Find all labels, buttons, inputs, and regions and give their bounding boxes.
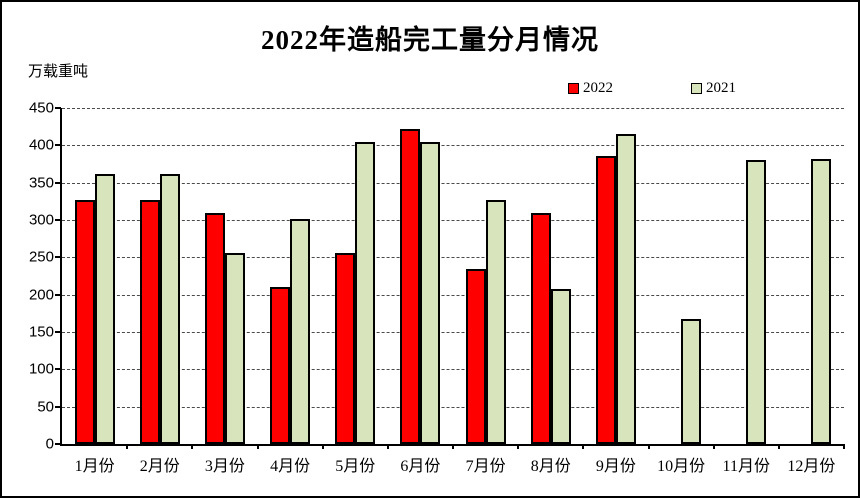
bar-2022-3月份 xyxy=(204,213,225,444)
gridline-50 xyxy=(62,406,844,408)
x-tick-mark-6 xyxy=(452,444,454,449)
x-tick-mark-4 xyxy=(321,444,324,449)
plot-area: 1月份 2月份 3月份 4月份 5月份 6月份 7月份 8月份 9月份 10月份 11月份 12月份 xyxy=(55,107,845,475)
x-tick-mark-12 xyxy=(843,444,845,449)
y-tick-label-0: 0 xyxy=(45,435,54,453)
y-tick-mark-300 xyxy=(55,219,61,221)
bar-2022-1月份 xyxy=(74,199,95,444)
bar-2022-6月份 xyxy=(400,128,421,444)
bar-2021-3月份 xyxy=(224,252,245,444)
gridline-300 xyxy=(62,220,844,221)
gridline-200 xyxy=(62,294,844,296)
bar-2021-10月份 xyxy=(681,319,702,444)
x-axis-label-7月份: 7月份 xyxy=(465,458,506,475)
legend-label-2021: 2021 xyxy=(706,80,736,96)
bar-2021-6月份 xyxy=(420,141,441,444)
chart-title: 2022年造船完工量分月情况 xyxy=(261,25,599,55)
y-tick-label-300: 300 xyxy=(28,211,54,229)
bar-2022-2月份 xyxy=(139,199,160,444)
y-tick-label-50: 50 xyxy=(37,398,54,416)
x-axis-label-8月份: 8月份 xyxy=(530,458,571,475)
y-tick-label-250: 250 xyxy=(28,248,54,266)
gridline-150 xyxy=(62,332,844,333)
bar-2022-4月份 xyxy=(270,287,291,444)
x-tick-mark-1 xyxy=(126,444,129,449)
legend-swatch-2021-icon xyxy=(691,83,702,94)
y-tick-mark-150 xyxy=(55,331,61,333)
gridline-450 xyxy=(62,108,844,109)
y-axis-labels: 0 50 100 150 200 250 300 350 400 450 xyxy=(2,100,54,453)
x-tick-mark-5 xyxy=(386,444,389,449)
legend-swatch-2022-icon xyxy=(568,83,579,94)
bar-2021-9月份 xyxy=(615,134,636,444)
y-tick-mark-450 xyxy=(55,107,61,109)
y-tick-mark-100 xyxy=(55,368,61,371)
bar-2021-7月份 xyxy=(485,199,506,444)
gridline-100 xyxy=(62,369,844,371)
x-axis-label-9月份: 9月份 xyxy=(595,458,636,475)
x-axis-label-10月份: 10月份 xyxy=(657,458,706,475)
bar-2022-8月份 xyxy=(530,213,551,444)
x-tick-mark-10 xyxy=(712,444,715,449)
x-axis-label-5月份: 5月份 xyxy=(335,458,376,475)
y-tick-label-400: 400 xyxy=(28,136,54,154)
x-tick-mark-11 xyxy=(777,444,780,449)
bar-2021-8月份 xyxy=(550,289,571,444)
bar-2022-5月份 xyxy=(335,252,356,444)
x-axis-label-1月份: 1月份 xyxy=(74,458,115,475)
x-axis-label-2月份: 2月份 xyxy=(139,458,180,475)
bar-2022-9月份 xyxy=(595,155,616,444)
x-tick-mark-7 xyxy=(517,444,520,449)
y-tick-label-450: 450 xyxy=(28,99,54,117)
x-tick-mark-2 xyxy=(191,444,194,449)
legend-item-2021: 2021 xyxy=(691,80,736,97)
x-axis-label-3月份: 3月份 xyxy=(204,458,245,475)
y-tick-mark-0 xyxy=(55,443,61,445)
gridline-400 xyxy=(62,145,844,147)
x-axis-label-11月份: 11月份 xyxy=(722,458,770,475)
y-tick-label-100: 100 xyxy=(28,360,54,378)
bar-2021-12月份 xyxy=(811,158,832,444)
bar-2021-4月份 xyxy=(290,218,311,444)
bar-2021-1月份 xyxy=(94,173,115,444)
y-tick-mark-200 xyxy=(55,293,61,296)
gridline-250 xyxy=(62,257,844,259)
y-tick-mark-400 xyxy=(55,144,61,147)
x-tick-mark-9 xyxy=(647,444,650,449)
bar-2022-7月份 xyxy=(465,268,486,444)
bar-2021-5月份 xyxy=(355,141,376,444)
x-tick-mark-3 xyxy=(256,444,259,449)
x-axis-label-4月份: 4月份 xyxy=(270,458,311,475)
gridline-350 xyxy=(62,182,844,184)
y-tick-label-150: 150 xyxy=(28,323,54,341)
y-tick-label-350: 350 xyxy=(28,174,54,192)
x-axis-label-6月份: 6月份 xyxy=(400,458,441,475)
x-tick-mark-8 xyxy=(582,444,585,449)
y-axis-unit-label: 万载重吨 xyxy=(28,63,89,80)
bar-2021-11月份 xyxy=(746,159,767,444)
x-axis-label-12月份: 12月份 xyxy=(787,458,836,475)
y-tick-mark-250 xyxy=(55,256,61,259)
y-tick-label-200: 200 xyxy=(28,286,54,304)
legend-item-2022: 2022 xyxy=(568,80,613,97)
legend-label-2022: 2022 xyxy=(583,80,613,96)
y-tick-mark-50 xyxy=(55,405,61,408)
y-tick-mark-350 xyxy=(55,181,61,184)
bar-2021-2月份 xyxy=(159,173,180,444)
